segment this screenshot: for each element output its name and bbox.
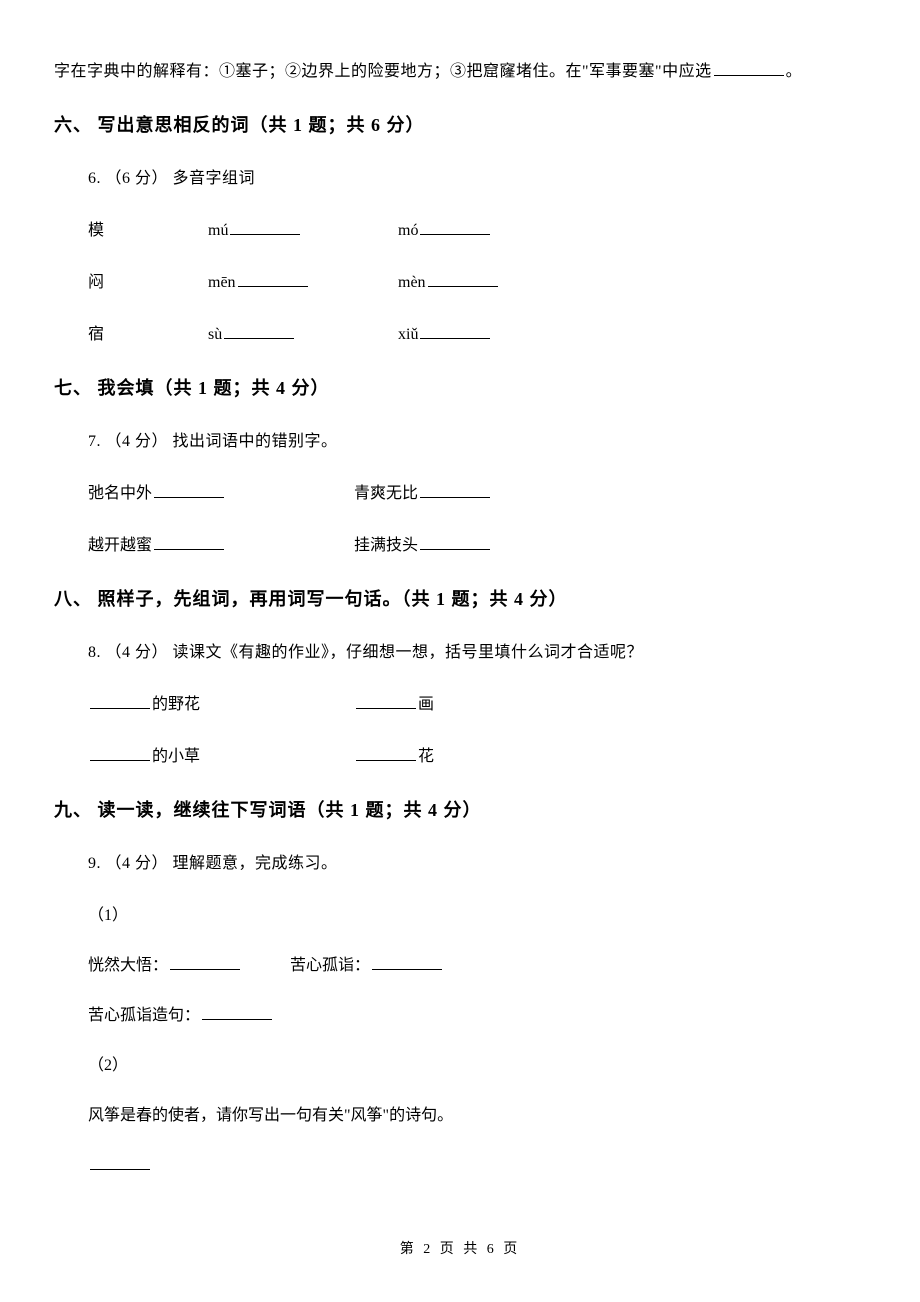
fill-blank[interactable]	[90, 693, 150, 709]
fill-blank[interactable]	[420, 219, 490, 235]
wrong-char-item: 弛名中外	[88, 482, 354, 506]
fill-blank[interactable]	[202, 1004, 272, 1020]
section-9-title: 九、 读一读，继续往下写词语（共 1 题；共 4 分）	[54, 797, 866, 824]
pinyin-cell: mèn	[398, 271, 500, 295]
answer-line	[88, 1154, 866, 1178]
sub-question-1-label: （1）	[88, 904, 866, 928]
wrong-char-row: 越开越蜜 挂满技头	[88, 534, 866, 558]
page-content: 字在字典中的解释有：①塞子；②边界上的险要地方；③把窟窿堵住。在"军事要塞"中应…	[0, 0, 920, 1178]
fill-blank[interactable]	[230, 219, 300, 235]
pinyin-cell: mēn	[208, 271, 398, 295]
wrong-char-row: 弛名中外 青爽无比	[88, 482, 866, 506]
polyphonic-row: 模 mú mó	[88, 219, 866, 243]
fill-word-item: 画	[354, 693, 434, 717]
fill-word-row: 的野花 画	[88, 693, 866, 717]
definition-line: 恍然大悟： 苦心孤诣：	[88, 954, 866, 978]
polyphonic-row: 宿 sù xiǔ	[88, 323, 866, 347]
section-7-title: 七、 我会填（共 1 题；共 4 分）	[54, 375, 866, 402]
question-7: 7. （4 分） 找出词语中的错别字。 弛名中外 青爽无比 越开越蜜 挂满技头	[88, 430, 866, 558]
pinyin-cell: mú	[208, 219, 398, 243]
fill-blank[interactable]	[90, 1154, 150, 1170]
fill-blank[interactable]	[154, 534, 224, 550]
intro-period: 。	[786, 63, 803, 80]
char-cell: 宿	[88, 323, 208, 347]
fill-blank[interactable]	[90, 745, 150, 761]
fill-blank[interactable]	[356, 693, 416, 709]
section-6-title: 六、 写出意思相反的词（共 1 题；共 6 分）	[54, 112, 866, 139]
fill-blank[interactable]	[224, 323, 294, 339]
pinyin-cell: mó	[398, 219, 492, 243]
fill-word-item: 花	[354, 745, 434, 769]
wrong-char-item: 越开越蜜	[88, 534, 354, 558]
fill-blank[interactable]	[154, 482, 224, 498]
sub-question-2-text: 风筝是春的使者，请你写出一句有关"风筝"的诗句。	[88, 1104, 866, 1128]
intro-fragment-line: 字在字典中的解释有：①塞子；②边界上的险要地方；③把窟窿堵住。在"军事要塞"中应…	[54, 60, 866, 84]
fill-blank[interactable]	[428, 271, 498, 287]
fill-blank[interactable]	[372, 954, 442, 970]
wrong-char-item: 青爽无比	[354, 482, 492, 506]
wrong-char-item: 挂满技头	[354, 534, 492, 558]
fill-blank[interactable]	[714, 60, 784, 76]
fill-blank[interactable]	[238, 271, 308, 287]
fill-blank[interactable]	[170, 954, 240, 970]
fill-blank[interactable]	[420, 482, 490, 498]
question-9: 9. （4 分） 理解题意，完成练习。 （1） 恍然大悟： 苦心孤诣： 苦心孤诣…	[88, 852, 866, 1178]
fill-blank[interactable]	[420, 534, 490, 550]
sentence-line: 苦心孤诣造句：	[88, 1004, 866, 1028]
fill-word-item: 的野花	[88, 693, 354, 717]
fill-word-item: 的小草	[88, 745, 354, 769]
section-8-title: 八、 照样子，先组词，再用词写一句话。（共 1 题；共 4 分）	[54, 586, 866, 613]
question-6-prefix: 6. （6 分） 多音字组词	[88, 167, 866, 191]
fill-blank[interactable]	[356, 745, 416, 761]
question-9-prefix: 9. （4 分） 理解题意，完成练习。	[88, 852, 866, 876]
polyphonic-row: 闷 mēn mèn	[88, 271, 866, 295]
fill-word-row: 的小草 花	[88, 745, 866, 769]
page-footer: 第 2 页 共 6 页	[0, 1238, 920, 1258]
question-7-prefix: 7. （4 分） 找出词语中的错别字。	[88, 430, 866, 454]
question-8-prefix: 8. （4 分） 读课文《有趣的作业》，仔细想一想，括号里填什么词才合适呢？	[88, 641, 866, 665]
pinyin-cell: xiǔ	[398, 323, 492, 347]
pinyin-cell: sù	[208, 323, 398, 347]
question-6: 6. （6 分） 多音字组词 模 mú mó 闷 mēn mèn 宿 sù xi…	[88, 167, 866, 347]
sub-question-2-label: （2）	[88, 1054, 866, 1078]
question-8: 8. （4 分） 读课文《有趣的作业》，仔细想一想，括号里填什么词才合适呢？ 的…	[88, 641, 866, 769]
char-cell: 模	[88, 219, 208, 243]
intro-text: 字在字典中的解释有：①塞子；②边界上的险要地方；③把窟窿堵住。在"军事要塞"中应…	[54, 63, 712, 80]
fill-blank[interactable]	[420, 323, 490, 339]
char-cell: 闷	[88, 271, 208, 295]
